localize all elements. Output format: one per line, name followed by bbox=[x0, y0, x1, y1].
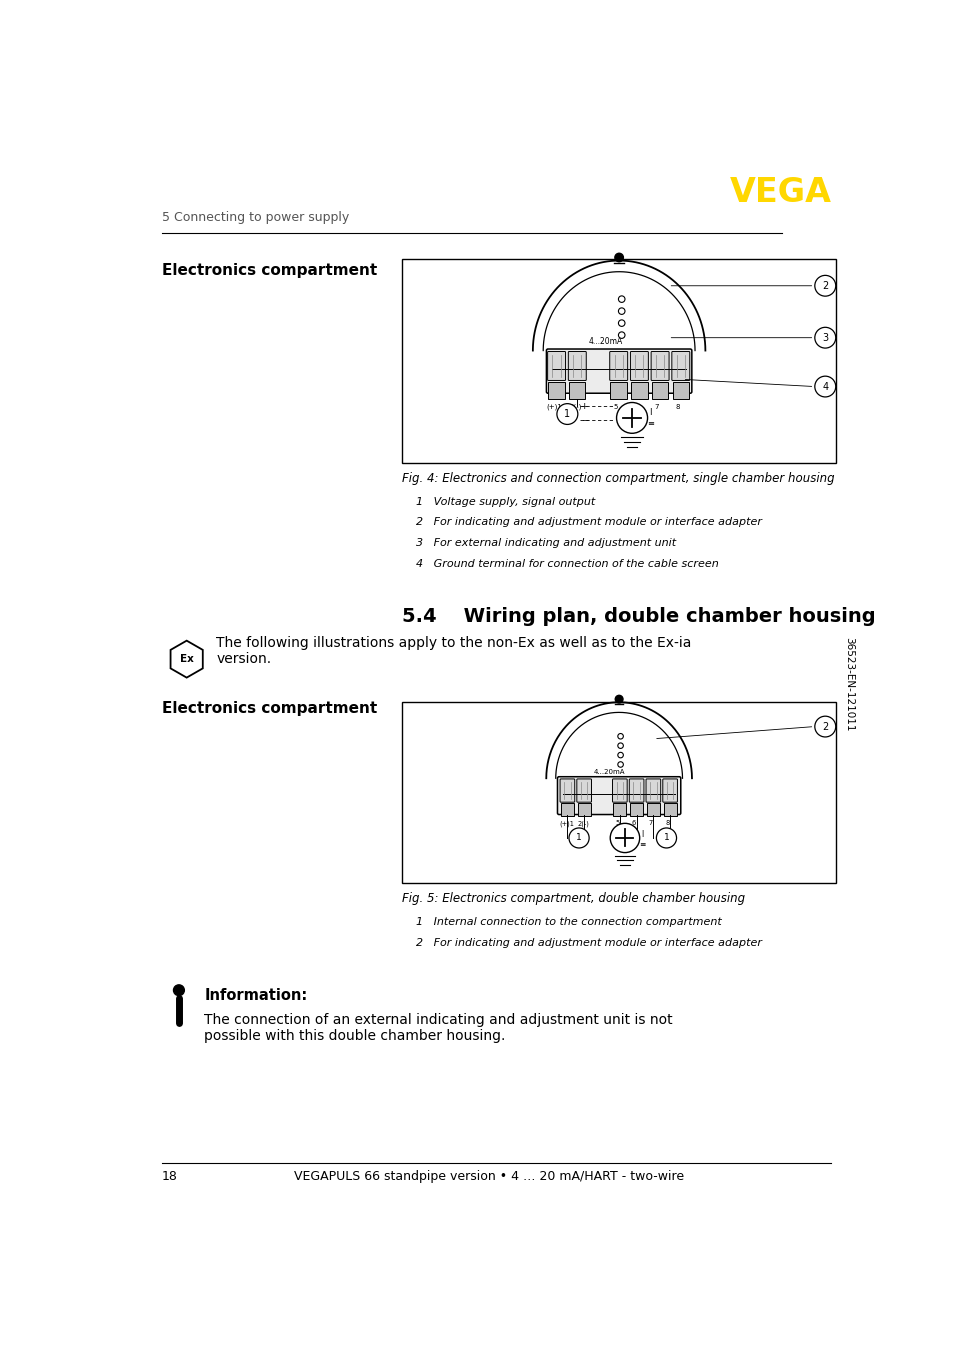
Text: 6: 6 bbox=[633, 403, 638, 410]
Circle shape bbox=[618, 762, 622, 768]
Bar bbox=[569, 382, 585, 399]
Circle shape bbox=[618, 320, 624, 326]
Text: 2(-): 2(-) bbox=[569, 403, 581, 410]
Bar bbox=[402, 703, 835, 883]
Text: 2(-): 2(-) bbox=[577, 821, 589, 827]
FancyBboxPatch shape bbox=[609, 352, 627, 380]
Circle shape bbox=[557, 403, 578, 424]
FancyBboxPatch shape bbox=[612, 779, 626, 802]
Circle shape bbox=[618, 332, 624, 338]
Text: The connection of an external indicating and adjustment unit is not
possible wit: The connection of an external indicating… bbox=[204, 1013, 673, 1043]
Text: I
≡: I ≡ bbox=[646, 408, 654, 428]
Circle shape bbox=[814, 716, 835, 737]
Bar bbox=[577, 803, 590, 816]
Text: 2   For indicating and adjustment module or interface adapter: 2 For indicating and adjustment module o… bbox=[416, 938, 761, 948]
Text: 4...20mA: 4...20mA bbox=[593, 769, 624, 774]
Text: 1   Internal connection to the connection compartment: 1 Internal connection to the connection … bbox=[416, 917, 721, 927]
Bar bbox=[651, 382, 668, 399]
FancyBboxPatch shape bbox=[577, 779, 591, 802]
Text: (+)1: (+)1 bbox=[558, 821, 574, 827]
Text: 36523-EN-121011: 36523-EN-121011 bbox=[843, 636, 853, 731]
Polygon shape bbox=[171, 640, 203, 677]
Text: 4: 4 bbox=[821, 382, 827, 391]
Circle shape bbox=[618, 734, 622, 739]
Text: 5: 5 bbox=[613, 403, 617, 410]
Circle shape bbox=[616, 402, 647, 433]
FancyBboxPatch shape bbox=[557, 777, 680, 815]
Circle shape bbox=[173, 984, 184, 995]
Text: 8: 8 bbox=[664, 821, 669, 826]
FancyBboxPatch shape bbox=[546, 349, 691, 393]
Text: The following illustrations apply to the non-Ex as well as to the Ex-ia
version.: The following illustrations apply to the… bbox=[216, 636, 691, 666]
FancyBboxPatch shape bbox=[559, 779, 574, 802]
Bar bbox=[631, 382, 647, 399]
Circle shape bbox=[618, 307, 624, 314]
Text: −: − bbox=[580, 416, 587, 425]
FancyBboxPatch shape bbox=[645, 779, 660, 802]
Text: 1: 1 bbox=[564, 409, 570, 418]
FancyBboxPatch shape bbox=[651, 352, 668, 380]
Text: 5.4    Wiring plan, double chamber housing: 5.4 Wiring plan, double chamber housing bbox=[402, 607, 875, 626]
Text: 3: 3 bbox=[821, 333, 827, 343]
FancyBboxPatch shape bbox=[630, 352, 648, 380]
Circle shape bbox=[814, 275, 835, 297]
Bar bbox=[613, 803, 626, 816]
Text: Information:: Information: bbox=[204, 988, 308, 1003]
Text: VEGA: VEGA bbox=[729, 176, 831, 210]
Circle shape bbox=[615, 253, 622, 261]
Text: 2   For indicating and adjustment module or interface adapter: 2 For indicating and adjustment module o… bbox=[416, 517, 761, 528]
Circle shape bbox=[814, 328, 835, 348]
Text: 1: 1 bbox=[576, 834, 581, 842]
Text: 4...20mA: 4...20mA bbox=[588, 337, 622, 347]
Circle shape bbox=[568, 827, 589, 848]
Text: 7: 7 bbox=[654, 403, 659, 410]
Bar bbox=[548, 382, 564, 399]
Bar bbox=[560, 803, 574, 816]
FancyBboxPatch shape bbox=[547, 352, 565, 380]
Text: Fig. 4: Electronics and connection compartment, single chamber housing: Fig. 4: Electronics and connection compa… bbox=[402, 473, 834, 485]
Circle shape bbox=[618, 753, 622, 758]
Text: 8: 8 bbox=[675, 403, 679, 410]
Text: 2: 2 bbox=[821, 722, 827, 731]
Text: 5: 5 bbox=[615, 821, 618, 826]
Text: VEGAPULS 66 standpipe version • 4 … 20 mA/HART - two-wire: VEGAPULS 66 standpipe version • 4 … 20 m… bbox=[294, 1170, 683, 1183]
Text: 1: 1 bbox=[663, 834, 669, 842]
Text: 1   Voltage supply, signal output: 1 Voltage supply, signal output bbox=[416, 497, 595, 506]
Text: 4   Ground terminal for connection of the cable screen: 4 Ground terminal for connection of the … bbox=[416, 559, 718, 569]
Text: Electronics compartment: Electronics compartment bbox=[162, 263, 376, 278]
Circle shape bbox=[618, 743, 622, 749]
FancyBboxPatch shape bbox=[662, 779, 677, 802]
Text: Fig. 5: Electronics compartment, double chamber housing: Fig. 5: Electronics compartment, double … bbox=[402, 892, 744, 906]
Circle shape bbox=[656, 827, 676, 848]
Bar bbox=[663, 803, 676, 816]
Circle shape bbox=[610, 823, 639, 853]
Text: Ex: Ex bbox=[179, 654, 193, 663]
Text: 2: 2 bbox=[821, 280, 827, 291]
Circle shape bbox=[814, 376, 835, 397]
Text: Electronics compartment: Electronics compartment bbox=[162, 701, 376, 716]
Text: 6: 6 bbox=[631, 821, 636, 826]
Text: 18: 18 bbox=[162, 1170, 177, 1183]
Bar bbox=[629, 803, 642, 816]
Bar bbox=[402, 259, 835, 463]
FancyBboxPatch shape bbox=[671, 352, 689, 380]
Bar bbox=[672, 382, 688, 399]
Text: +: + bbox=[580, 402, 587, 410]
Text: I
≡: I ≡ bbox=[639, 830, 645, 849]
Text: 5 Connecting to power supply: 5 Connecting to power supply bbox=[162, 211, 349, 223]
FancyBboxPatch shape bbox=[568, 352, 586, 380]
Text: 7: 7 bbox=[648, 821, 652, 826]
Text: (+)1: (+)1 bbox=[546, 403, 562, 410]
FancyBboxPatch shape bbox=[629, 779, 643, 802]
Circle shape bbox=[618, 297, 624, 302]
Circle shape bbox=[615, 696, 622, 703]
Text: 3   For external indicating and adjustment unit: 3 For external indicating and adjustment… bbox=[416, 539, 676, 548]
Bar bbox=[646, 803, 659, 816]
Bar bbox=[610, 382, 626, 399]
